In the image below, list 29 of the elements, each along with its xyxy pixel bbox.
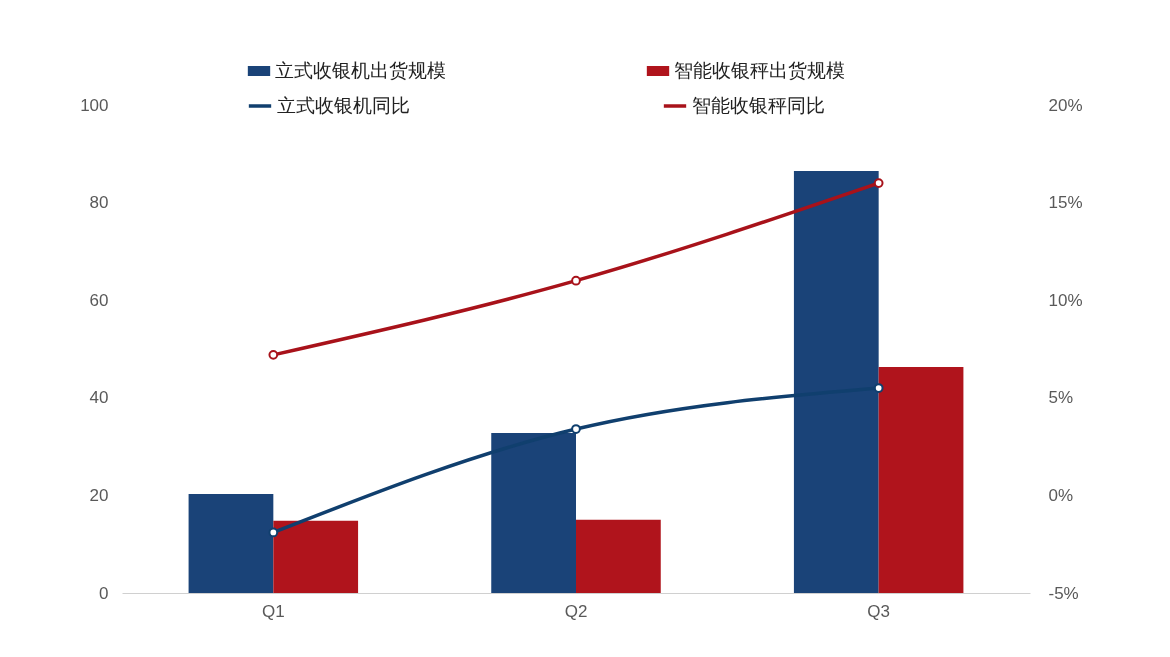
bar (576, 519, 661, 593)
point (268, 349, 279, 360)
point (571, 424, 581, 434)
y2-tick-label: 15% (1048, 193, 1083, 213)
y2-tick-label: -5% (1048, 583, 1079, 603)
y-tick-label: 40 (89, 388, 109, 408)
y2-tick-label: 10% (1048, 290, 1083, 310)
point (571, 275, 581, 286)
legend-label: 立式收银机出货规模 (275, 60, 446, 81)
point (873, 383, 884, 393)
bar (273, 520, 359, 593)
bar (188, 493, 274, 593)
legend-label: 智能收银秤出货规模 (674, 60, 845, 81)
bar (878, 367, 964, 593)
legend-label: 立式收银机同比 (277, 95, 410, 116)
x-tick-label: Q3 (867, 601, 891, 621)
point (268, 527, 279, 538)
x-tick-label: Q2 (564, 601, 588, 621)
y2-tick-label: 5% (1048, 388, 1074, 408)
y-tick-label: 80 (89, 193, 109, 213)
y2-tick-label: 20% (1048, 95, 1083, 115)
x-tick-label: Q1 (261, 601, 285, 621)
y-tick-label: 60 (89, 290, 109, 310)
point (873, 178, 884, 188)
y-tick-label: 0 (99, 583, 109, 603)
y-tick-label: 20 (89, 485, 109, 505)
y2-tick-label: 0% (1048, 485, 1074, 505)
legend-label: 智能收银秤同比 (692, 95, 825, 116)
y-tick-label: 100 (80, 95, 109, 115)
